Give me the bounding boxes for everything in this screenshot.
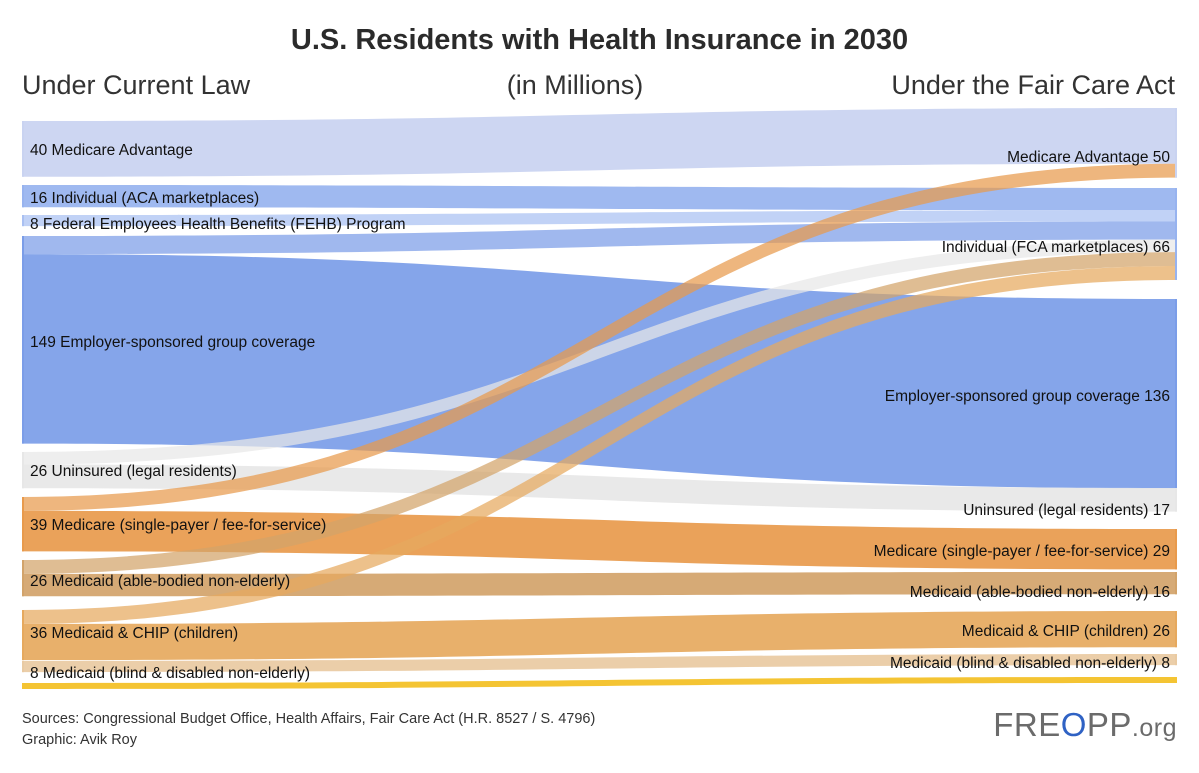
left-label-ma: 40 Medicare Advantage: [30, 142, 193, 159]
left-node-mcd_able: [22, 560, 24, 597]
right-label-mcd_able: Medicaid (able-bodied non-elderly) 16: [910, 584, 1170, 601]
right-node-mcd_chip: [1175, 611, 1177, 648]
freopp-logo: FREOPP.org: [993, 706, 1177, 743]
left-label-fehb: 8 Federal Employees Health Benefits (FEH…: [30, 216, 406, 233]
left-label-mcd_bd: 8 Medicaid (blind & disabled non-elderly…: [30, 665, 310, 682]
flow-esi-to-ind: [22, 221, 1177, 255]
flow-mcd_able-to-ind: [22, 252, 1177, 574]
flow-layer: [22, 108, 1177, 689]
flow-trailing-band: [22, 677, 1177, 689]
flow-fehb-to-ind: [22, 210, 1177, 227]
left-label-unins: 26 Uninsured (legal residents): [30, 463, 237, 480]
right-node-unins: [1175, 488, 1177, 512]
left-node-esi: [22, 236, 24, 444]
left-label-medicare: 39 Medicare (single-payer / fee-for-serv…: [30, 517, 326, 534]
flow-unins-to-ind: [22, 239, 1177, 465]
right-node-mcd_bd: [1175, 654, 1177, 666]
left-node-unins: [22, 452, 24, 489]
left-node-medicare: [22, 497, 24, 552]
label-layer: 40 Medicare Advantage 16 Individual (ACA …: [30, 142, 1170, 682]
left-node-ind: [22, 185, 24, 208]
right-node-mcd_able: [1175, 572, 1177, 595]
right-node-ind: [1175, 188, 1177, 280]
flow-ma-to-ma: [22, 108, 1177, 177]
right-label-medicare: Medicare (single-payer / fee-for-service…: [874, 543, 1170, 560]
flow-medicare-to-ma: [22, 163, 1177, 511]
chart-title: U.S. Residents with Health Insurance in …: [290, 24, 909, 56]
flow-mcd_bd-to-mcd_bd: [22, 654, 1177, 673]
right-label-ma: Medicare Advantage 50: [1007, 149, 1170, 166]
flow-unins-to-unins: [22, 464, 1177, 512]
right-label-mcd_bd: Medicaid (blind & disabled non-elderly) …: [890, 655, 1170, 672]
left-node-ma: [22, 121, 24, 177]
flow-mcd_chip-to-ind: [22, 266, 1177, 624]
unit-heading: (in Millions): [506, 70, 644, 100]
left-node-mcd_bd: [22, 661, 24, 673]
right-node-esi: [1175, 299, 1177, 489]
right-label-esi: Employer-sponsored group coverage 136: [885, 388, 1170, 405]
left-heading: Under Current Law: [22, 70, 251, 100]
left-label-mcd_chip: 36 Medicaid & CHIP (children): [30, 625, 238, 642]
flow-mcd_chip-to-mcd_chip: [22, 611, 1177, 661]
right-label-mcd_chip: Medicaid & CHIP (children) 26: [962, 623, 1170, 640]
left-label-mcd_able: 26 Medicaid (able-bodied non-elderly): [30, 573, 290, 590]
right-label-ind: Individual (FCA marketplaces) 66: [942, 239, 1170, 256]
left-label-ind: 16 Individual (ACA marketplaces): [30, 190, 259, 207]
right-heading: Under the Fair Care Act: [891, 70, 1175, 100]
left-node-fehb: [22, 215, 24, 227]
graphic-credit: Graphic: Avik Roy: [22, 732, 137, 748]
right-node-ma: [1175, 108, 1177, 178]
left-node-mcd_chip: [22, 610, 24, 661]
left-label-esi: 149 Employer-sponsored group coverage: [30, 334, 315, 351]
right-label-unins: Uninsured (legal residents) 17: [963, 502, 1170, 519]
flow-medicare-to-medicare: [22, 510, 1177, 570]
right-node-medicare: [1175, 529, 1177, 570]
sources-note: Sources: Congressional Budget Office, He…: [22, 711, 596, 727]
